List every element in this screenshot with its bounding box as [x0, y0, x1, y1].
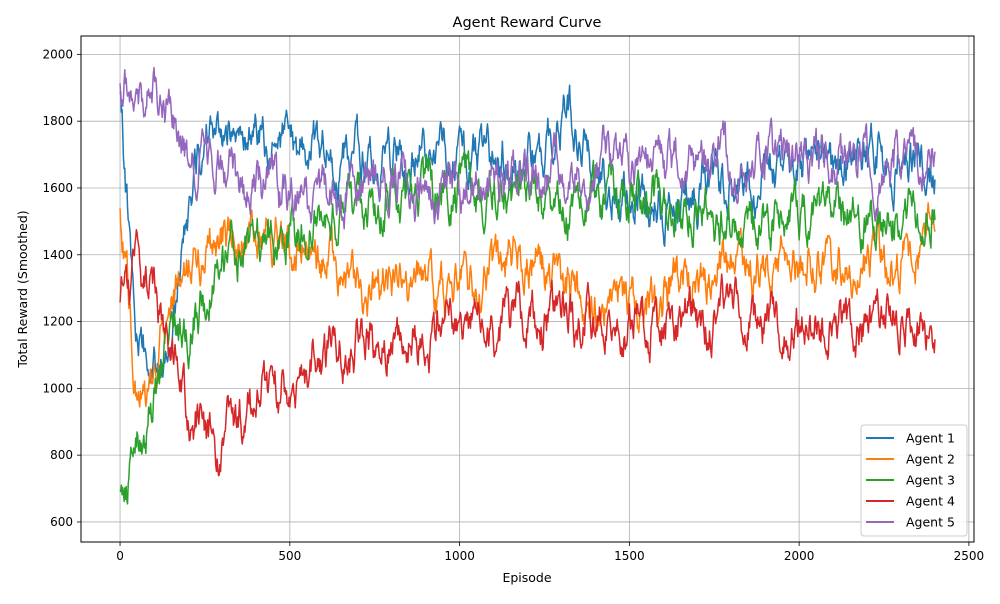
- chart-legend: Agent 1 Agent 2 Agent 3 Agent 4 Agent 5: [860, 424, 968, 537]
- x-axis-label: Episode: [502, 570, 551, 585]
- y-tick-label: 1000: [42, 381, 73, 395]
- y-tick-label: 800: [50, 448, 73, 462]
- legend-label: Agent 1: [906, 431, 955, 446]
- series-line-agent-2: [119, 202, 936, 408]
- series-lines: [119, 66, 936, 505]
- legend-label: Agent 2: [906, 452, 955, 467]
- x-tick-label: 2000: [784, 549, 815, 563]
- x-tick-label: 0: [116, 549, 124, 563]
- legend-label: Agent 5: [906, 515, 955, 530]
- legend-label: Agent 4: [906, 494, 955, 509]
- x-tick-label: 2500: [954, 549, 985, 563]
- plot-frame: [80, 35, 975, 543]
- axis-ticks: 0 500 1000 1500 2000 2500 600 800 1000 1200 1400 16…: [42, 47, 984, 563]
- y-tick-label: 600: [50, 515, 73, 529]
- y-tick-label: 1400: [42, 248, 73, 262]
- y-tick-label: 1600: [42, 181, 73, 195]
- legend-box: [860, 424, 968, 537]
- y-tick-label: 1200: [42, 315, 73, 329]
- y-axis-label: Total Reward (Smoothed): [15, 210, 30, 368]
- chart-title: Agent Reward Curve: [453, 15, 602, 31]
- x-tick-label: 1500: [614, 549, 645, 563]
- legend-label: Agent 3: [906, 473, 955, 488]
- x-tick-label: 500: [278, 549, 301, 563]
- series-line-agent-4: [119, 228, 936, 477]
- series-line-agent-5: [119, 66, 936, 230]
- x-tick-label: 1000: [444, 549, 475, 563]
- y-tick-label: 1800: [42, 114, 73, 128]
- y-tick-label: 2000: [42, 47, 73, 61]
- series-line-agent-3: [119, 150, 936, 505]
- grid-lines: [81, 36, 974, 542]
